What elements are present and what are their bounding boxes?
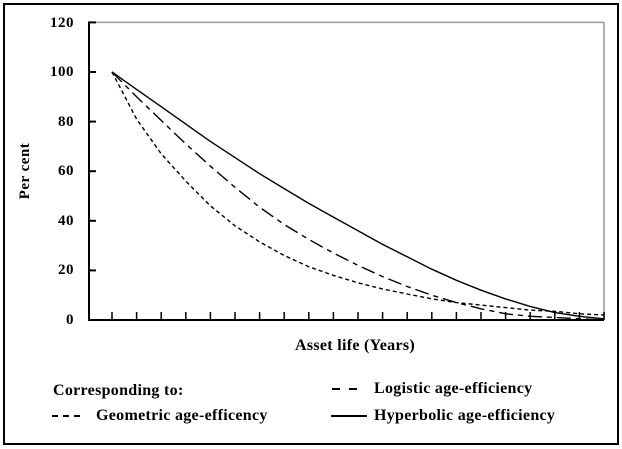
y-tick-label: 80 <box>58 114 74 130</box>
y-tick-label: 0 <box>66 312 74 328</box>
x-axis-title: Asset life (Years) <box>294 337 416 354</box>
legend-marker-logistic-dash-icon <box>332 388 358 390</box>
legend-marker-hyperbolic-line-icon <box>331 415 367 417</box>
legend-item-logistic: Logistic age-efficiency <box>374 380 533 397</box>
curve-short-dash <box>111 71 605 316</box>
curve-dash-dot <box>111 71 605 321</box>
y-tick-label: 60 <box>58 163 74 179</box>
y-tick-label: 100 <box>50 64 74 80</box>
figure-border <box>3 3 619 445</box>
y-tick-label: 40 <box>58 213 74 229</box>
y-tick-label: 120 <box>50 15 74 31</box>
legend-intro: Corresponding to: <box>53 382 184 399</box>
y-tick-label: 20 <box>58 262 74 278</box>
curve-solid <box>111 71 605 320</box>
legend-item-geometric: Geometric age-efficency <box>96 407 268 424</box>
legend-marker-geometric-dash-icon <box>52 415 83 417</box>
legend-item-hyperbolic: Hyperbolic age-efficiency <box>374 407 556 424</box>
